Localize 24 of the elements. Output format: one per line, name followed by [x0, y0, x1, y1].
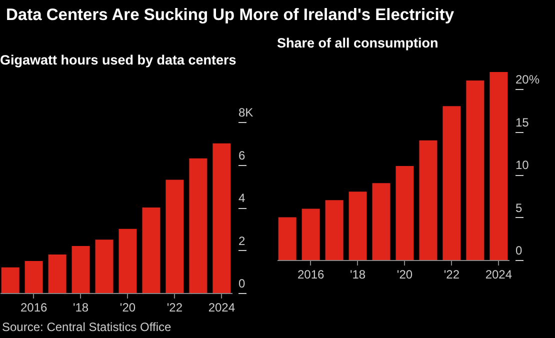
x-tick-label: 2016 — [297, 268, 324, 282]
y-tick-label: 0 — [238, 276, 246, 290]
y-tick-label: 5 — [516, 200, 522, 215]
source-note: Source: Central Statistics Office — [2, 320, 172, 334]
x-tick-label: '20 — [396, 268, 413, 282]
y-tick-label: 8K — [238, 106, 254, 120]
x-tick-label: '20 — [120, 300, 136, 314]
x-tick-label: 2016 — [20, 300, 48, 314]
chart-subtitle: Gigawatt hours used by data centers — [0, 52, 236, 68]
x-tick-label: '18 — [72, 300, 89, 314]
y-tick-label: 10 — [516, 158, 530, 172]
x-tick-label: '22 — [444, 268, 460, 282]
y-tick-label: 20% — [516, 72, 540, 87]
y-tick-label: 15 — [516, 115, 530, 130]
x-tick-label: 2024 — [485, 268, 512, 282]
y-tick-label: 2 — [238, 234, 246, 248]
x-tick-label: '18 — [350, 268, 366, 282]
chart-title: Data Centers Are Sucking Up More of Ireland's Electricity — [5, 5, 456, 26]
y-tick-label: 0 — [516, 244, 522, 258]
chart-subtitle: Share of all consumption — [277, 36, 438, 50]
y-tick-label: 6 — [238, 148, 246, 162]
y-tick-label: 4 — [238, 191, 246, 205]
x-tick-label: 2024 — [208, 300, 236, 314]
x-tick-label: '22 — [166, 300, 183, 314]
